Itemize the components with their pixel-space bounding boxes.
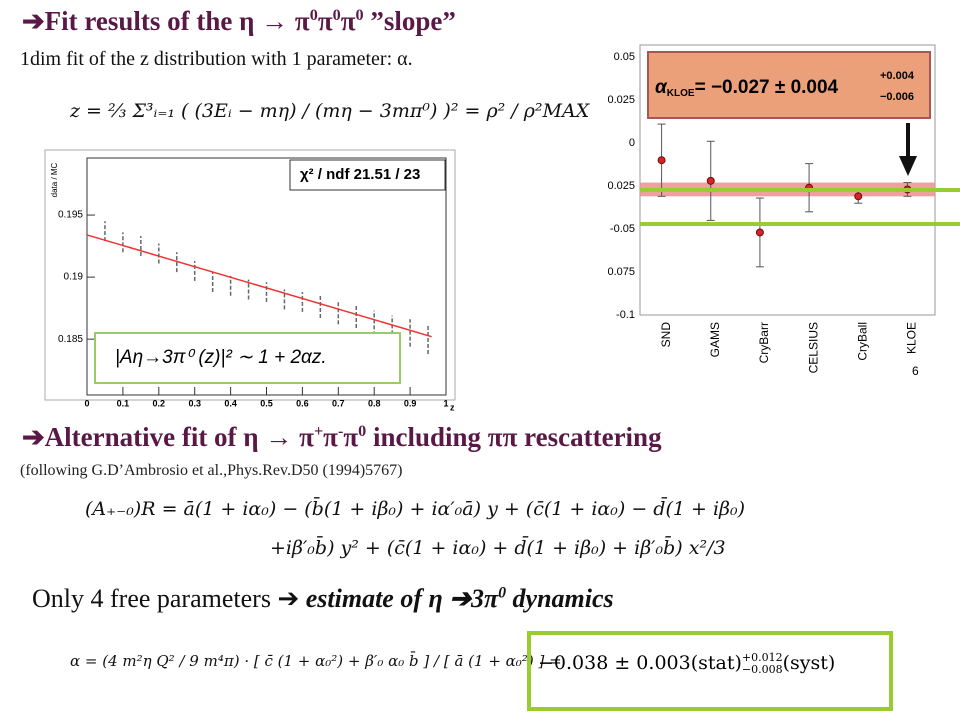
arrow-head [899,156,917,176]
result-text: −0.038 ± 0.003(stat) [538,652,742,674]
heading: ➔Alternative fit of η → π+π-π0 including… [22,422,662,453]
category-label: SND [659,322,673,348]
fit-formula: |Aη→3π⁰ (z)|² ∼ 1 + 2αz. [115,347,327,368]
stats-box [289,159,446,191]
syst-up: +0.012 [741,651,783,664]
citation: (following G.D’Ambrosio et al.,Phys.Rev.… [20,462,403,479]
y-tick-label: 0.05 [614,51,635,63]
heading-text: π [343,422,359,452]
x-tick-label: 0.8 [368,398,381,408]
subheading: 1dim fit of the z distribution with 1 pa… [20,48,413,70]
y-tick-label: -0.05 [610,223,635,235]
y-tick-label: 0 [629,137,635,149]
result-text: (syst) [782,652,836,674]
heading-text: including ππ rescattering [366,422,662,452]
y-tick-label: 0.19 [64,272,84,283]
superscript: 0 [332,6,341,24]
superscript: - [337,422,344,440]
y-tick-label: 0.185 [58,334,83,345]
x-tick-label: 0.9 [404,398,417,408]
x-tick-label: 0.1 [117,398,130,408]
y-tick-label: -0.1 [616,309,635,321]
x-tick-label: 0.6 [296,398,309,408]
y-tick-label: 0.025 [607,180,635,192]
heading-text: ➔Fit results of the η → π [22,6,310,36]
data-point [854,192,863,201]
x-tick-label: 0 [84,398,89,408]
result-box [527,631,893,711]
heading-text: π [317,6,333,36]
conclusion-emph: dynamics [506,584,614,613]
conclusion-text: Only 4 free parameters ➔ [32,584,306,613]
x-tick-label: 0.7 [332,398,345,408]
heading-text: π [323,422,338,452]
y-axis-label: data / MC [50,162,59,197]
conclusion-emph: estimate of η ➔3π [305,584,499,613]
y-tick-label: 0.195 [58,210,83,221]
heading-text: ➔Alternative fit of η → π [22,422,314,452]
z-formula: z = ⅔ Σ³ᵢ₌₁ ( (3Eᵢ − mη) / (mη − 3mπ⁰) )… [70,100,590,122]
heading-text: π [340,6,356,36]
syst-down: −0.008 [741,663,783,676]
data-point [706,176,715,185]
kloe-value: = −0.027 ± 0.004 [695,77,839,98]
superscript: 0 [498,584,507,602]
x-tick-label: 0.3 [188,398,201,408]
category-label: KLOE [905,322,919,354]
data-point [657,156,666,165]
x-tick-label: 0.2 [153,398,166,408]
superscript: 0 [309,6,318,24]
kloe-syst-down: −0.006 [880,91,914,103]
superscript: 0 [355,6,364,24]
y-tick-label: 0.025 [607,94,635,106]
category-label: CELSIUS [806,322,820,373]
page-number: 6 [912,364,919,378]
heading-text: ”slope” [363,6,456,36]
category-label: CryBall [855,322,869,361]
alpha-formula: α = (4 m²η Q² / 9 m⁴π) · [ c̄ (1 + α₀²) … [70,652,562,670]
heading: ➔Fit results of the η → π0π0π0 ”slope” [22,6,456,37]
x-tick-label: 0.5 [260,398,273,408]
x-tick-label: 0.4 [224,398,237,408]
superscript: + [313,422,324,440]
y-tick-label: 0.075 [607,266,635,278]
conclusion: Only 4 free parameters ➔ estimate of η ➔… [32,584,614,614]
formula-line: +iβ′₀b̄) y² + (c̄(1 + iα₀) + d̄(1 + iβ₀)… [270,537,726,559]
x-tick-label: 1 [443,398,448,408]
alpha: α [655,77,668,98]
superscript: 0 [358,422,367,440]
category-label: CryBarr [757,322,771,363]
formula-box [94,332,401,384]
kloe-syst-up: +0.004 [880,70,915,82]
category-label: GAMS [708,322,722,357]
formula-line: (A₊₋₀)R = ā(1 + iα₀) − (b̄(1 + iβ₀) + iα… [85,498,746,520]
data-point [755,228,764,237]
result: −0.038 ± 0.003(stat) +0.012 −0.008 (syst) [538,652,835,676]
result-banner [647,51,931,119]
fit-line [86,234,432,338]
kloe-result: αKLOE= −0.027 ± 0.004 [655,77,839,99]
chi2: χ² / ndf 21.51 / 23 [300,166,420,183]
x-axis-label: z [450,402,455,412]
subscript: KLOE [667,88,695,99]
result-errors: +0.012 −0.008 [742,652,783,676]
